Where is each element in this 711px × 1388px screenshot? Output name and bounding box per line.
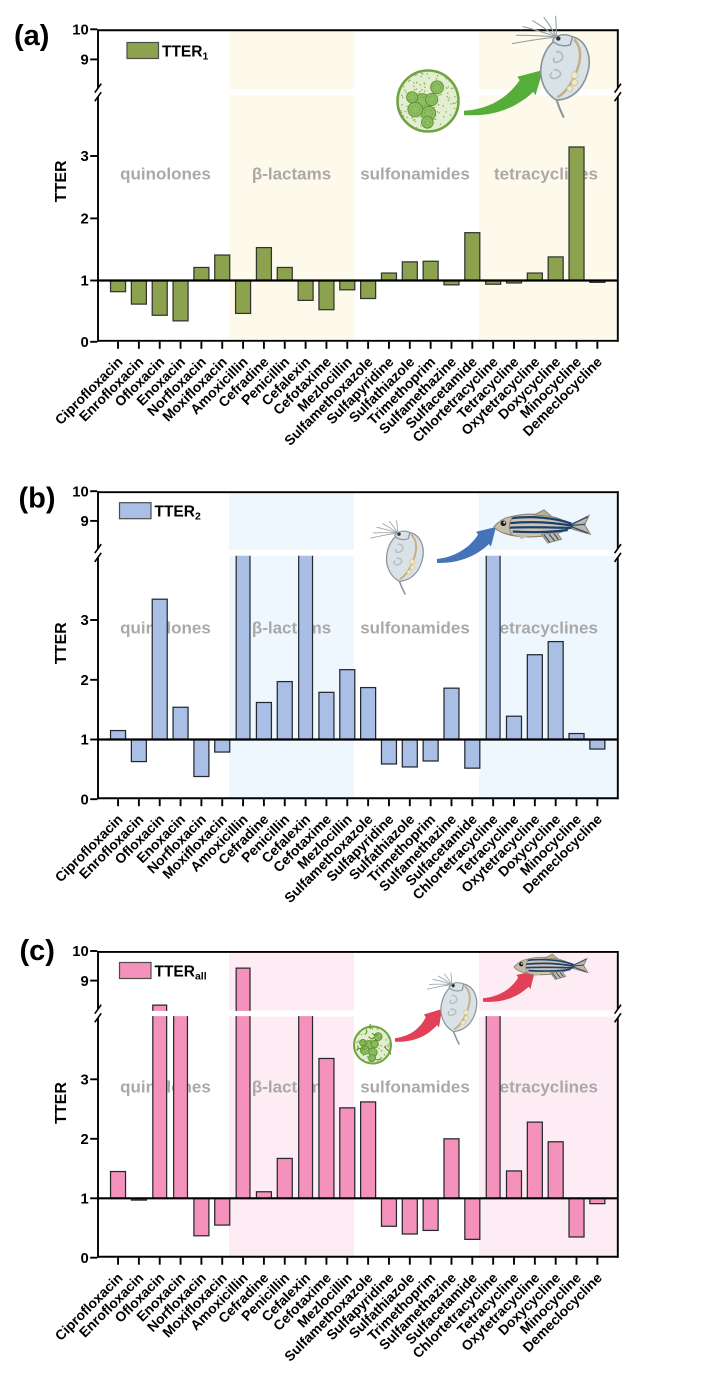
svg-text:TTERall: TTERall xyxy=(155,964,207,983)
svg-text:3: 3 xyxy=(80,149,88,165)
svg-text:(b): (b) xyxy=(19,483,56,515)
svg-text:10: 10 xyxy=(72,484,88,500)
svg-text:TTER: TTER xyxy=(53,1082,70,1124)
svg-text:10: 10 xyxy=(72,944,88,960)
svg-text:quinolones: quinolones xyxy=(120,165,211,184)
svg-text:3: 3 xyxy=(80,1073,88,1089)
svg-text:TTER2: TTER2 xyxy=(155,504,201,523)
svg-text:sulfonamides: sulfonamides xyxy=(360,1078,470,1097)
svg-text:2: 2 xyxy=(80,1132,88,1148)
svg-text:TTER1: TTER1 xyxy=(162,44,208,63)
svg-text:β-lactams: β-lactams xyxy=(252,619,331,638)
svg-text:tetracyclines: tetracyclines xyxy=(494,1078,598,1097)
svg-text:0: 0 xyxy=(80,792,88,808)
svg-text:3: 3 xyxy=(80,613,88,629)
svg-text:tetracyclines: tetracyclines xyxy=(494,619,598,638)
svg-text:10: 10 xyxy=(72,23,88,39)
svg-text:9: 9 xyxy=(80,974,88,990)
svg-text:9: 9 xyxy=(80,514,88,530)
svg-text:1: 1 xyxy=(80,274,88,290)
svg-text:β-lactams: β-lactams xyxy=(252,165,331,184)
svg-text:TTER: TTER xyxy=(53,160,70,202)
svg-text:2: 2 xyxy=(80,673,88,689)
svg-text:0: 0 xyxy=(80,335,88,351)
svg-text:(c): (c) xyxy=(20,935,55,967)
svg-text:TTER: TTER xyxy=(53,622,70,664)
svg-text:1: 1 xyxy=(80,733,88,749)
svg-text:9: 9 xyxy=(80,53,88,69)
svg-text:1: 1 xyxy=(80,1192,88,1208)
svg-text:(a): (a) xyxy=(14,20,49,52)
svg-text:sulfonamides: sulfonamides xyxy=(360,165,470,184)
svg-text:2: 2 xyxy=(80,212,88,228)
svg-text:sulfonamides: sulfonamides xyxy=(360,619,470,638)
svg-text:0: 0 xyxy=(80,1251,88,1267)
